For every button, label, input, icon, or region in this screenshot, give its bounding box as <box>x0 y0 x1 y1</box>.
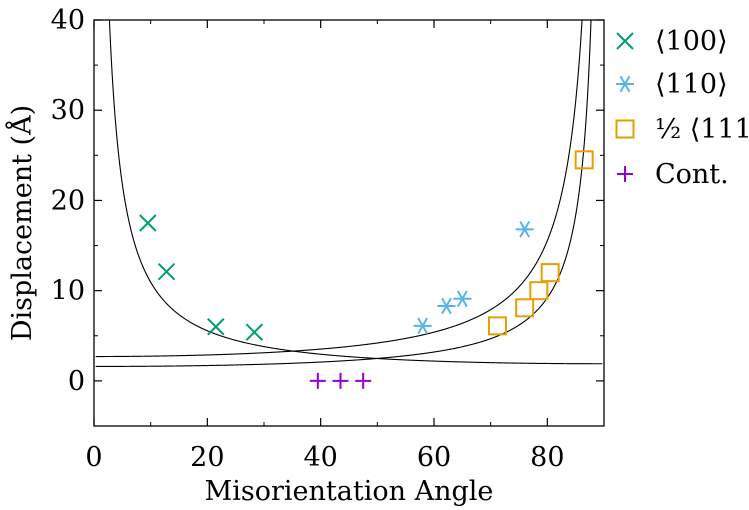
legend-label: ⟨100⟩ <box>655 26 728 57</box>
point-x <box>157 263 176 281</box>
point-asterisk <box>437 297 456 315</box>
point-square <box>574 150 594 170</box>
legend: ⟨100⟩ ⟨110⟩ ½ ⟨111⟩ Cont. <box>615 26 749 190</box>
point-asterisk <box>453 290 472 308</box>
point-square <box>515 298 535 318</box>
point-asterisk <box>413 317 432 335</box>
point-square <box>487 316 507 336</box>
x-tick-label: 80 <box>530 442 564 473</box>
point-plus <box>309 372 326 389</box>
point-square <box>529 281 549 301</box>
point-plus <box>355 372 372 389</box>
point-x <box>207 318 225 336</box>
y-tick-label: 10 <box>51 276 85 307</box>
point-asterisk <box>515 221 534 238</box>
point-x <box>245 323 264 341</box>
curve-fit-decreasing <box>108 20 603 365</box>
x-tick-label: 40 <box>303 442 337 473</box>
data-points <box>139 150 594 389</box>
curve-fit-increasing-upper <box>95 20 583 358</box>
legend-marker-plus <box>617 166 633 182</box>
plot-frame <box>93 19 605 427</box>
legend-label: ⟨110⟩ <box>655 69 728 100</box>
fit-curves <box>95 20 603 367</box>
legend-marker-asterisk <box>616 75 634 93</box>
x-tick-label: 20 <box>190 442 224 473</box>
y-axis-label: Displacement (Å) <box>5 105 38 341</box>
y-tick-label: 40 <box>51 5 85 36</box>
y-tick-label: 20 <box>51 185 85 216</box>
point-x <box>139 214 157 232</box>
legend-marker-x <box>616 32 634 50</box>
x-axis-label: Misorientation Angle <box>205 476 494 507</box>
legend-label: Cont. <box>655 159 729 190</box>
curve-fit-increasing-lower <box>95 20 592 367</box>
y-tick-label: 0 <box>68 366 85 397</box>
point-plus <box>332 372 349 389</box>
point-square <box>540 263 560 283</box>
y-tick-label: 30 <box>51 95 85 126</box>
legend-marker-square <box>615 119 635 139</box>
tick-labels: 0 20 40 60 80 0 10 20 30 40 <box>51 5 565 473</box>
legend-label: ½ ⟨111⟩ <box>655 114 749 145</box>
x-tick-label: 60 <box>417 442 451 473</box>
x-tick-label: 0 <box>85 442 102 473</box>
